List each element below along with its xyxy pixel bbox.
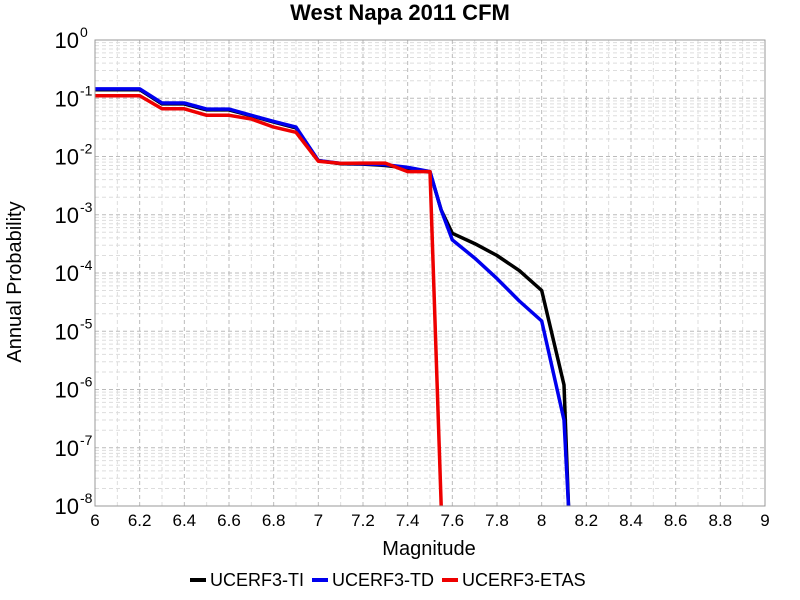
series-layer [95, 87, 571, 507]
y-tick-base: 10 [55, 436, 79, 461]
x-tick-label: 8.4 [619, 511, 643, 530]
y-tick-exponent: -1 [80, 82, 93, 98]
y-tick-exponent: -4 [80, 257, 93, 273]
y-tick-exponent: -6 [80, 374, 93, 390]
x-tick-label: 8.2 [575, 511, 599, 530]
legend-item-ucerf3-etas: UCERF3-ETAS [442, 570, 586, 590]
x-tick-label: 9 [760, 511, 769, 530]
x-tick-label: 6.8 [262, 511, 286, 530]
x-axis-ticks: 6 6.2 6.4 6.6 6.8 7 7.2 7.4 7.6 7.8 8 8.2 8.4 8.6 8.8 9 [90, 511, 769, 530]
series-line-ucerf3-etas [95, 94, 443, 507]
y-tick-base: 10 [55, 494, 79, 519]
y-tick-base: 10 [55, 28, 79, 53]
y-tick-label: 10 -3 [55, 199, 93, 228]
legend-item-ucerf3-ti: UCERF3-TI [190, 570, 304, 590]
y-tick-base: 10 [55, 319, 79, 344]
legend-label: UCERF3-ETAS [462, 570, 586, 590]
x-tick-label: 6.2 [128, 511, 152, 530]
y-tick-label: 10 -7 [55, 432, 93, 461]
plot-frame [94, 39, 766, 507]
y-tick-label: 10 -1 [55, 82, 93, 111]
y-tick-exponent: -7 [80, 432, 93, 448]
y-axis-title: Annual Probability [4, 201, 26, 362]
legend-label: UCERF3-TI [210, 570, 304, 590]
y-tick-base: 10 [55, 261, 79, 286]
y-tick-label: 10 -5 [55, 315, 93, 344]
y-tick-base: 10 [55, 86, 79, 111]
legend-item-ucerf3-td: UCERF3-TD [312, 570, 434, 590]
y-tick-label: 10 -4 [55, 257, 93, 286]
y-tick-label: 10 0 [55, 24, 88, 53]
x-tick-label: 8.8 [709, 511, 733, 530]
y-tick-label: 10 -2 [55, 141, 93, 170]
y-tick-base: 10 [55, 145, 79, 170]
y-tick-exponent: -3 [80, 199, 93, 215]
x-tick-label: 8 [537, 511, 546, 530]
x-axis-title: Magnitude [382, 538, 475, 560]
x-tick-label: 7.8 [485, 511, 509, 530]
y-tick-exponent: 0 [80, 24, 88, 40]
x-tick-label: 7.4 [396, 511, 420, 530]
legend-label: UCERF3-TD [332, 570, 434, 590]
legend: UCERF3-TI UCERF3-TD UCERF3-ETAS [190, 570, 586, 590]
chart-title: West Napa 2011 CFM [290, 0, 510, 25]
y-tick-label: 10 -6 [55, 374, 93, 403]
plot-area [94, 39, 766, 507]
y-tick-exponent: -5 [80, 315, 93, 331]
y-tick-base: 10 [55, 203, 79, 228]
x-tick-label: 8.6 [664, 511, 688, 530]
x-tick-label: 7 [314, 511, 323, 530]
x-tick-label: 7.2 [351, 511, 375, 530]
y-tick-base: 10 [55, 378, 79, 403]
y-tick-label: 10 -8 [55, 490, 93, 519]
x-tick-label: 7.6 [441, 511, 465, 530]
x-tick-label: 6.4 [173, 511, 197, 530]
x-tick-label: 6.6 [217, 511, 241, 530]
y-tick-exponent: -8 [80, 490, 93, 506]
y-tick-exponent: -2 [80, 141, 93, 157]
x-tick-label: 6 [90, 511, 99, 530]
